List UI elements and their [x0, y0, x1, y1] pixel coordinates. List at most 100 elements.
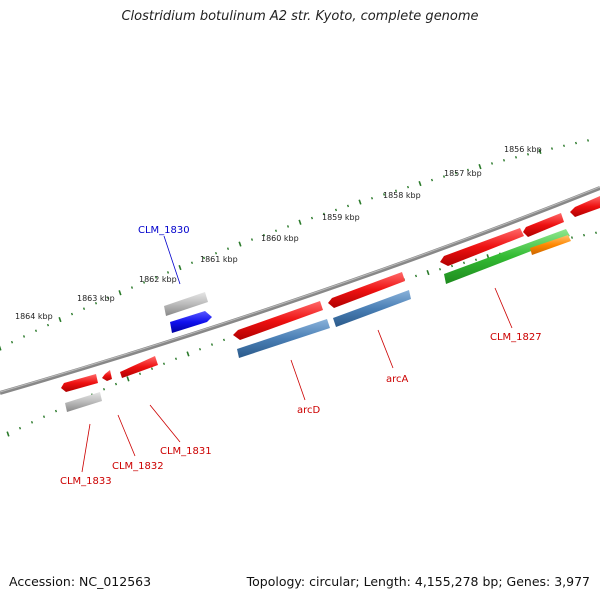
gene-feature[interactable]	[233, 301, 323, 340]
label-leaders	[81, 235, 513, 473]
scale-tick	[10, 340, 14, 344]
scale-tick	[82, 307, 86, 310]
gene-feature[interactable]	[237, 319, 330, 358]
scale-label: 1859 kbp	[322, 213, 360, 222]
gene-label-arca[interactable]: arcA	[386, 374, 409, 385]
scale-tick	[586, 139, 590, 142]
scale-tick	[46, 323, 50, 327]
scale-tick	[502, 159, 506, 162]
scale-tick	[198, 347, 202, 351]
gene-label-clm-1827[interactable]: CLM_1827	[490, 332, 542, 343]
scale-tick	[118, 290, 122, 296]
scale-tick	[474, 258, 478, 262]
scale-tick	[322, 212, 326, 216]
scale-tick	[70, 312, 74, 316]
scale-tick	[514, 156, 518, 159]
gene-label-clm-1830[interactable]: CLM_1830	[138, 225, 190, 236]
scale-tick	[298, 219, 302, 225]
scale-tick	[102, 387, 106, 391]
scale-tick	[594, 231, 598, 235]
scale-tick	[150, 367, 154, 370]
gene-feature[interactable]	[164, 292, 208, 316]
scale-label: 1858 kbp	[383, 191, 421, 200]
scale-tick	[154, 276, 158, 279]
gene-feature[interactable]	[61, 374, 98, 392]
scale-tick	[478, 164, 482, 170]
scale-tick	[214, 251, 218, 255]
scale-label: 1862 kbp	[139, 275, 177, 284]
genome-backbone	[0, 186, 600, 395]
gene-feature[interactable]	[333, 290, 411, 327]
scale-label: 1863 kbp	[77, 294, 115, 303]
scale-tick	[526, 153, 530, 156]
scale-tick	[6, 431, 10, 437]
scale-tick	[310, 216, 314, 220]
scale-tick	[54, 409, 58, 413]
scale-tick	[186, 351, 190, 357]
scale-tick	[334, 208, 338, 212]
gene-feature[interactable]	[120, 356, 158, 378]
scale-tick	[538, 148, 542, 155]
scale-tick	[18, 426, 22, 430]
scale-tick	[570, 236, 574, 239]
scale-tick	[550, 147, 554, 150]
scale-tick	[562, 144, 566, 148]
gene-feature[interactable]	[102, 370, 112, 381]
scale-tick	[414, 274, 418, 278]
gene-feature[interactable]	[170, 311, 212, 333]
gene-feature[interactable]	[328, 272, 405, 308]
scale-tick	[226, 247, 230, 250]
gene-label-clm-1833[interactable]: CLM_1833	[60, 476, 112, 487]
scale-tick	[238, 241, 242, 247]
scale-tick	[114, 382, 118, 386]
scale-tick	[582, 233, 586, 237]
gene-feature[interactable]	[65, 392, 102, 412]
gene-label-clm-1831[interactable]: CLM_1831	[160, 446, 212, 457]
scale-tick	[174, 357, 178, 361]
scale-tick	[22, 335, 26, 338]
scale-tick	[222, 338, 226, 342]
accession-text: Accession: NC_012563	[9, 574, 152, 589]
scale-tick	[142, 281, 146, 284]
scale-tick	[262, 233, 266, 237]
scale-label: 1857 kbp	[444, 169, 482, 178]
gene-feature[interactable]	[530, 235, 571, 255]
genome-summary-text: Topology: circular; Length: 4,155,278 bp…	[246, 574, 590, 589]
scale-tick	[442, 175, 446, 178]
scale-tick	[0, 345, 2, 351]
scale-tick	[438, 267, 442, 271]
scale-tick	[166, 271, 170, 274]
scale-tick	[210, 343, 214, 346]
scale-tick	[346, 204, 350, 208]
scale-tick	[190, 261, 194, 265]
scale-label: 1864 kbp	[15, 312, 53, 321]
scale-label: 1860 kbp	[261, 234, 299, 243]
scale-tick	[418, 180, 422, 187]
scale-tick	[370, 196, 374, 200]
scale-tick	[130, 286, 134, 289]
scale-tick	[58, 316, 62, 323]
scale-tick	[94, 301, 98, 305]
gene-feature[interactable]	[570, 196, 600, 217]
scale-tick	[30, 421, 34, 424]
gene-label-arcd[interactable]: arcD	[297, 405, 321, 416]
scale-tick	[286, 225, 290, 228]
gene-feature[interactable]	[523, 213, 564, 237]
map-title: Clostridium botulinum A2 str. Kyoto, com…	[121, 9, 479, 24]
scale-tick	[382, 193, 386, 196]
scale-tick	[430, 178, 434, 182]
scale-tick	[358, 199, 362, 205]
gene-feature[interactable]	[440, 228, 524, 266]
scale-tick	[42, 415, 46, 418]
scale-tick	[34, 329, 38, 333]
scale-label: 1861 kbp	[200, 255, 238, 264]
gene-feature[interactable]	[444, 229, 570, 284]
gene-label-clm-1832[interactable]: CLM_1832	[112, 461, 164, 472]
scale-tick	[138, 372, 142, 376]
scale-tick	[466, 168, 470, 172]
scale-tick	[450, 264, 454, 268]
scale-tick	[178, 264, 182, 271]
upper-scale-ticks	[0, 139, 590, 351]
scale-tick	[126, 376, 130, 382]
